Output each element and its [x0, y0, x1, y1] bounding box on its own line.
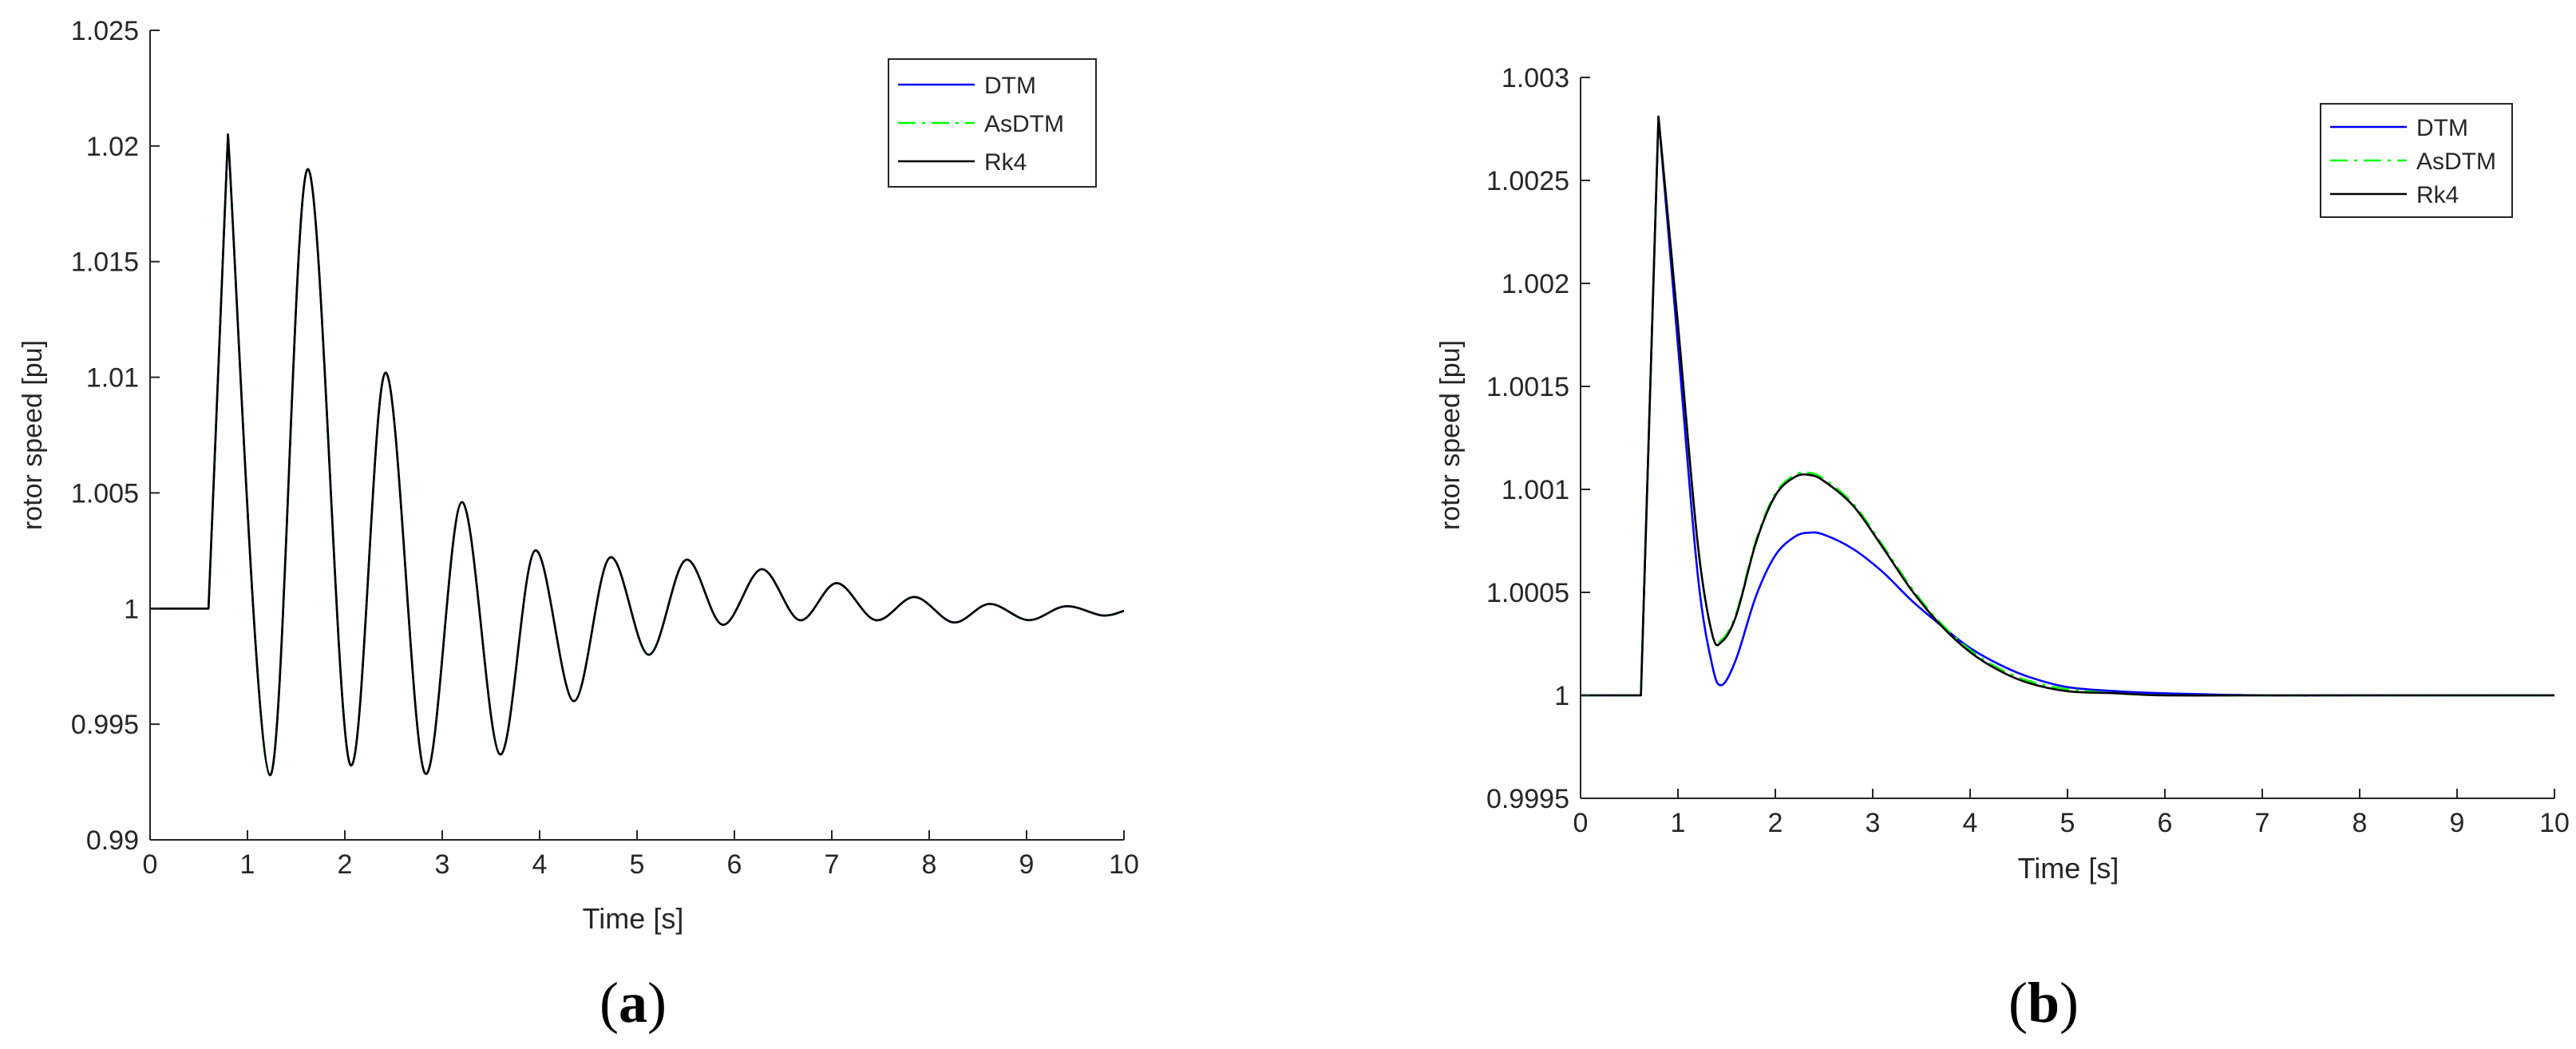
- chart-a-legend: DTM AsDTM Rk4: [888, 58, 1097, 188]
- chart-a-x-tick-label: 5: [630, 849, 645, 880]
- chart-b-x-tick-label: 1: [1671, 808, 1686, 838]
- chart-b-y-tick-label: 0.9995: [1486, 784, 1569, 814]
- chart-a-y-tick-label: 1.01: [86, 363, 139, 394]
- chart-a-y-tick-label: 0.995: [71, 710, 139, 740]
- chart-b-x-axis-label: Time [s]: [2018, 852, 2119, 885]
- chart-b-series-rk4-line: [1581, 115, 2555, 697]
- chart-a-legend-label-dtm: DTM: [984, 73, 1036, 99]
- chart-b-legend: DTM AsDTM Rk4: [2320, 103, 2513, 218]
- chart-a-x-tick-label: 8: [922, 849, 937, 880]
- chart-b-y-tick-label: 1.0015: [1486, 372, 1569, 402]
- chart-a-legend-label-asdtm: AsDTM: [984, 111, 1064, 137]
- caption-a-letter: a: [619, 971, 647, 1035]
- chart-b-x-tick-label: 8: [2352, 808, 2368, 838]
- chart-a-y-tick-label: 1.015: [71, 247, 139, 278]
- chart-b-x-tick-label: 4: [1963, 808, 1978, 838]
- caption-b: (b): [2008, 971, 2079, 1035]
- caption-b-close: ): [2060, 971, 2079, 1035]
- chart-a-x-ticks: 0 1 2 3 4 5 6 7 8 9 10: [143, 830, 1139, 880]
- caption-a-open: (: [599, 971, 619, 1035]
- chart-a-x-tick-label: 7: [825, 849, 840, 880]
- chart-a-x-tick-label: 4: [532, 849, 548, 880]
- chart-b-x-tick-label: 6: [2158, 808, 2173, 838]
- chart-a-x-tick-label: 1: [240, 849, 255, 880]
- chart-b: 0 1 2 3 4 5 6 7 8 9 10 0.9995 1 1.0005 1.001 1.0015 1.0…: [1435, 63, 2570, 885]
- chart-a-x-tick-label: 2: [338, 849, 353, 880]
- caption-a-close: ): [647, 971, 667, 1035]
- chart-b-y-ticks: 0.9995 1 1.0005 1.001 1.0015 1.002 1.0025 1.003: [1486, 63, 1590, 814]
- chart-a-series-rk4-line: [150, 133, 1125, 777]
- chart-a-x-tick-label: 6: [727, 849, 742, 880]
- chart-b-x-tick-label: 9: [2450, 808, 2465, 838]
- chart-a-x-tick-label: 9: [1019, 849, 1035, 880]
- chart-a-y-tick-label: 0.99: [86, 825, 139, 856]
- chart-b-y-tick-label: 1.003: [1502, 63, 1569, 93]
- chart-b-legend-label-dtm: DTM: [2416, 115, 2468, 141]
- chart-b-legend-label-rk4: Rk4: [2416, 182, 2459, 208]
- chart-b-y-tick-label: 1.0025: [1486, 166, 1569, 196]
- chart-a-y-tick-label: 1.025: [71, 16, 139, 46]
- chart-a: 0 1 2 3 4 5 6 7 8 9 10 0.99 0.995 1 1.005 1.01 1.015 1.0…: [18, 16, 1139, 935]
- chart-a-y-tick-label: 1.02: [86, 132, 139, 162]
- chart-b-legend-box: [2320, 103, 2513, 218]
- chart-a-y-tick-label: 1: [124, 594, 139, 624]
- chart-b-legend-label-asdtm: AsDTM: [2416, 148, 2496, 175]
- chart-b-y-tick-label: 1.0005: [1486, 578, 1569, 608]
- chart-b-x-tick-label: 7: [2255, 808, 2270, 838]
- chart-a-y-axis-label: rotor speed [pu]: [18, 340, 48, 530]
- chart-b-x-ticks: 0 1 2 3 4 5 6 7 8 9 10: [1573, 789, 2570, 838]
- chart-b-y-tick-label: 1.001: [1502, 475, 1569, 505]
- chart-b-x-tick-label: 10: [2539, 808, 2570, 838]
- chart-b-y-tick-label: 1.002: [1502, 269, 1569, 299]
- chart-a-y-tick-label: 1.005: [71, 478, 139, 509]
- chart-a-x-tick-label: 0: [143, 849, 158, 880]
- chart-b-y-axis-label: rotor speed [pu]: [1435, 340, 1466, 530]
- chart-a-x-axis-label: Time [s]: [583, 902, 684, 935]
- chart-b-y-tick-label: 1: [1554, 681, 1569, 711]
- chart-a-legend-label-rk4: Rk4: [984, 149, 1027, 176]
- caption-b-open: (: [2008, 971, 2028, 1035]
- chart-b-series-group: [1581, 115, 2555, 697]
- chart-b-x-tick-label: 2: [1768, 808, 1783, 838]
- chart-b-x-tick-label: 3: [1866, 808, 1881, 838]
- caption-a: (a): [599, 971, 667, 1035]
- chart-a-y-ticks: 0.99 0.995 1 1.005 1.01 1.015 1.02 1.025: [71, 16, 160, 856]
- chart-a-x-tick-label: 10: [1109, 849, 1139, 880]
- chart-b-x-tick-label: 5: [2060, 808, 2075, 838]
- caption-b-letter: b: [2028, 971, 2060, 1035]
- chart-a-series-group: [150, 133, 1125, 777]
- chart-b-x-tick-label: 0: [1573, 808, 1589, 838]
- chart-a-x-tick-label: 3: [435, 849, 450, 880]
